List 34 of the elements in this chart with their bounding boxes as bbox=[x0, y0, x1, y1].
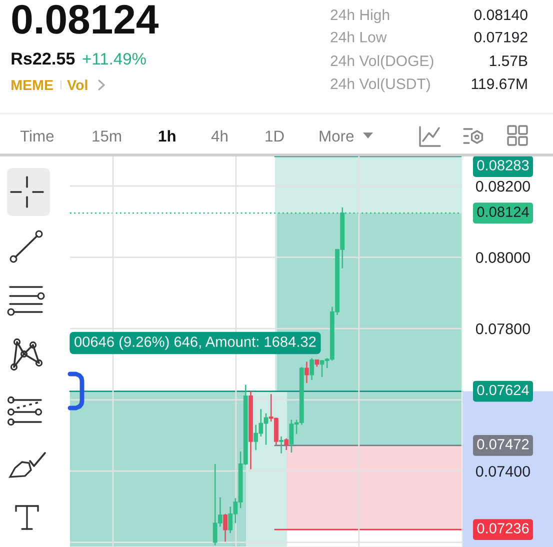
text: MEME bbox=[12, 80, 53, 90]
y-tick-label: 0.08000 bbox=[476, 252, 530, 263]
text: Vol bbox=[67, 80, 88, 90]
text: +11.49% bbox=[82, 52, 146, 65]
text: 24h High bbox=[330, 9, 390, 24]
text: 0.07192 bbox=[474, 32, 528, 42]
candlestick bbox=[284, 438, 289, 451]
text: 24h Vol(DOGE) bbox=[330, 55, 434, 70]
candlestick bbox=[304, 361, 309, 384]
chart-subtitle: Rs22.55 bbox=[12, 52, 75, 65]
text: 1D bbox=[266, 130, 284, 142]
text: 1.57B bbox=[490, 56, 528, 66]
text: 15m bbox=[92, 130, 121, 142]
ref-line-label: 0.07236 bbox=[477, 523, 529, 534]
y-tick-label: 0.07800 bbox=[476, 323, 530, 334]
ref-line-label: 0.08283 bbox=[477, 160, 529, 170]
candlestick bbox=[223, 513, 228, 542]
text: 4h bbox=[211, 130, 228, 142]
text: More bbox=[320, 130, 354, 142]
candlestick bbox=[310, 358, 314, 380]
annotation: 00646 (9.26%) 646, Amount: 1684.32 bbox=[74, 336, 316, 350]
ref-line-label: 0.08124 bbox=[477, 206, 529, 217]
ref-line-label: 0.07624 bbox=[477, 384, 529, 396]
text: 0.08140 bbox=[474, 10, 528, 20]
text: Time bbox=[20, 130, 54, 142]
chart-title: 0.08124 bbox=[12, 4, 158, 34]
y-tick-label: 0.08200 bbox=[476, 180, 530, 192]
text: 1h bbox=[158, 130, 176, 142]
text: 24h Low bbox=[330, 31, 387, 42]
candlestick bbox=[279, 436, 284, 454]
text: 24h Vol(USDT) bbox=[330, 78, 430, 92]
ref-line-label: 0.07472 bbox=[477, 439, 529, 450]
text: 119.67M bbox=[472, 78, 527, 90]
y-tick-label: 0.07400 bbox=[476, 466, 530, 477]
